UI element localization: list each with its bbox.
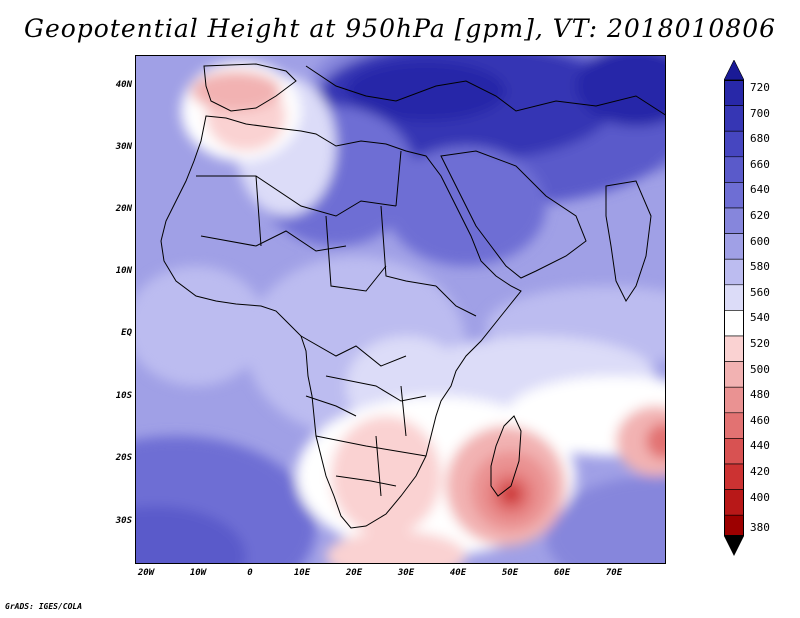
grads-credit: GrADS: IGES/COLA <box>5 602 83 611</box>
map-title: Geopotential Height at 950hPa [gpm], VT:… <box>23 14 777 43</box>
colorbar-segment <box>724 105 744 132</box>
lat-label-30s: 30S <box>115 516 132 526</box>
lon-label-60e: 60E <box>553 568 571 578</box>
colorbar-segment <box>724 361 744 388</box>
colorbar-segment <box>724 182 744 209</box>
lon-label-50e: 50E <box>501 568 519 578</box>
colorbar-segment <box>724 60 744 81</box>
lat-label-30n: 30N <box>115 142 132 152</box>
colorbar-segment <box>724 536 744 556</box>
colorbar-label-400: 400 <box>750 491 770 504</box>
contour-field <box>136 56 665 563</box>
colorbar-segment <box>724 207 744 234</box>
lon-label-30e: 30E <box>397 568 415 578</box>
colorbar-segment <box>724 463 744 490</box>
colorbar-label-480: 480 <box>750 388 770 401</box>
colorbar-label-560: 560 <box>750 286 770 299</box>
colorbar-segment <box>724 489 744 516</box>
lon-label-10w: 10W <box>189 568 207 578</box>
colorbar-label-680: 680 <box>750 132 770 145</box>
colorbar-label-500: 500 <box>750 363 770 376</box>
colorbar-segment <box>724 386 744 414</box>
colorbar-label-380: 380 <box>750 521 770 534</box>
colorbar-label-580: 580 <box>750 260 770 273</box>
colorbar-label-640: 640 <box>750 183 770 196</box>
colorbar-segment <box>724 79 744 106</box>
colorbar-segment <box>724 233 744 260</box>
lon-label-0: 0 <box>247 568 253 578</box>
lon-label-10e: 10E <box>293 568 311 578</box>
colorbar-segment <box>724 438 744 465</box>
lat-label-20s: 20S <box>115 453 132 463</box>
colorbar-label-720: 720 <box>750 81 770 94</box>
colorbar-segment <box>724 310 744 337</box>
colorbar-label-660: 660 <box>750 158 770 171</box>
lat-label-40n: 40N <box>115 80 132 90</box>
colorbar <box>724 60 744 556</box>
colorbar-segment <box>724 412 744 439</box>
lat-label-10s: 10S <box>115 391 132 401</box>
colorbar-segment <box>724 514 744 537</box>
lon-label-70e: 70E <box>605 568 623 578</box>
colorbar-label-620: 620 <box>750 209 770 222</box>
colorbar-segment <box>724 258 744 286</box>
colorbar-segment <box>724 335 744 362</box>
colorbar-label-460: 460 <box>750 414 770 427</box>
coastlines <box>160 63 665 529</box>
lat-label-10n: 10N <box>115 266 132 276</box>
lat-label-eq: EQ <box>121 328 132 338</box>
map-plot <box>135 55 666 564</box>
lon-label-20e: 20E <box>345 568 363 578</box>
colorbar-segment <box>724 156 744 183</box>
colorbar-label-700: 700 <box>750 107 770 120</box>
colorbar-label-520: 520 <box>750 337 770 350</box>
lon-label-40e: 40E <box>449 568 467 578</box>
colorbar-segment <box>724 284 744 311</box>
colorbar-segment <box>724 130 744 158</box>
lat-label-20n: 20N <box>115 204 132 214</box>
colorbar-label-540: 540 <box>750 311 770 324</box>
lon-label-20w: 20W <box>137 568 155 578</box>
colorbar-label-600: 600 <box>750 235 770 248</box>
colorbar-label-420: 420 <box>750 465 770 478</box>
colorbar-label-440: 440 <box>750 439 770 452</box>
